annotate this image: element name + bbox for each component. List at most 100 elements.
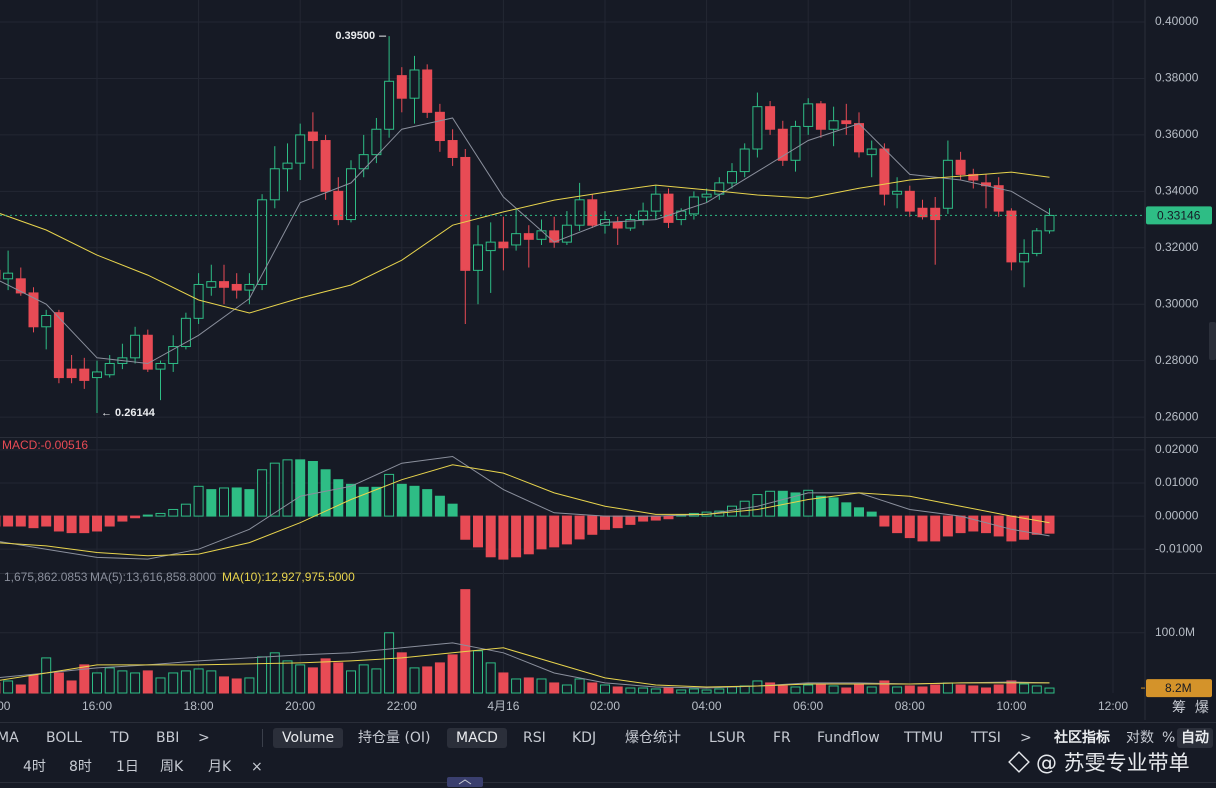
macd-bar — [930, 515, 941, 542]
macd-bar — [1019, 515, 1030, 540]
x-tick-label: 4月16 — [487, 699, 519, 713]
candle-body — [28, 292, 39, 328]
indicator-tab[interactable]: LSUR — [709, 730, 746, 746]
candle-body — [930, 207, 941, 221]
candle-body — [130, 334, 141, 359]
volume-bar — [727, 686, 737, 694]
candle-body — [561, 224, 572, 243]
x-tick-label: 18:00 — [184, 699, 214, 713]
indicator-tab[interactable]: KDJ — [572, 730, 597, 746]
indicator-tab[interactable]: BOLL — [46, 730, 82, 746]
volume-bar — [955, 684, 966, 694]
period-tab[interactable]: 4时 — [23, 759, 46, 775]
candle-body — [460, 156, 471, 271]
volume-bar — [231, 678, 242, 694]
candle-body — [307, 131, 318, 142]
candle-body — [409, 69, 420, 99]
volume-bar — [422, 666, 433, 694]
indicator-tab[interactable]: BBI — [156, 730, 180, 746]
indicator-tab[interactable]: Fundflow — [817, 730, 880, 746]
macd-bar — [269, 462, 280, 517]
indicator-line — [0, 464, 1050, 557]
volume-bar — [117, 670, 128, 694]
scale-option[interactable]: % — [1162, 730, 1176, 746]
macd-bar — [333, 479, 344, 517]
side-tab[interactable] — [1209, 322, 1216, 360]
macd-bar — [815, 495, 826, 517]
candle-body — [866, 148, 877, 156]
macd-label: MACD:-0.00516 — [2, 438, 88, 452]
macd-bar — [866, 511, 877, 517]
macd-bar — [460, 515, 471, 540]
candle-body — [815, 103, 826, 130]
indicator-tab[interactable]: RSI — [523, 730, 546, 746]
volume-bar — [269, 652, 280, 694]
indicator-tab[interactable]: 持仓量 (OI) — [358, 730, 431, 746]
period-tab[interactable]: 月K — [208, 759, 232, 775]
indicator-tab[interactable]: TTSI — [971, 730, 1001, 746]
community-indicators[interactable]: 社区指标 — [1054, 730, 1110, 746]
candle-body — [765, 106, 776, 130]
corner-text[interactable]: 爆 — [1194, 700, 1209, 716]
candle-body — [79, 368, 90, 381]
macd-bar — [1031, 515, 1042, 535]
indicator-tab[interactable]: TTMU — [904, 730, 944, 746]
corner-text[interactable]: 筹 — [1172, 700, 1186, 716]
candle-body — [269, 168, 280, 201]
candle-body — [523, 233, 534, 240]
watermark: @ 苏雯专业带单 — [1008, 750, 1190, 776]
period-tab[interactable]: 周K — [160, 759, 184, 775]
indicator-tab[interactable]: TD — [110, 730, 130, 746]
indicator-tab[interactable]: 爆仓统计 — [625, 730, 681, 746]
volume-bar — [180, 670, 191, 694]
x-tick-label: 10:00 — [996, 699, 1026, 713]
volume-bar — [917, 686, 928, 694]
candle-body — [879, 148, 890, 195]
scale-option[interactable]: 自动 — [1177, 728, 1213, 748]
macd-bar — [358, 486, 369, 517]
volume-header: MA(5):13,616,858.8000 — [90, 570, 216, 584]
volume-bar — [473, 650, 483, 694]
candle-body — [155, 362, 166, 370]
candle-body — [219, 281, 229, 288]
volume-bar — [536, 678, 547, 694]
period-tab[interactable]: 1日 — [116, 759, 139, 775]
volume-bar — [1006, 680, 1017, 694]
more-button[interactable]: > — [1020, 730, 1032, 746]
scale-option[interactable]: 对数 — [1126, 730, 1154, 746]
candle-body — [447, 140, 458, 158]
close-button[interactable]: × — [251, 759, 263, 775]
volume-bar — [53, 672, 64, 694]
macd-bar — [828, 497, 839, 517]
candle-body — [180, 317, 191, 348]
volume-header: MA(10):12,927,975.5000 — [222, 570, 355, 584]
y-tick-label: 0.30000 — [1155, 296, 1199, 310]
indicator-tab[interactable]: FR — [773, 730, 791, 746]
volume-bar — [1031, 685, 1042, 694]
candle-body — [206, 281, 217, 288]
period-tab[interactable]: 8时 — [69, 759, 92, 775]
axis-corner: 筹 爆 — [1172, 698, 1209, 718]
indicator-line — [0, 647, 1050, 688]
volume-bar — [587, 682, 598, 694]
y-tick-label: 0.02000 — [1155, 442, 1199, 456]
volume-bar — [396, 652, 407, 694]
candle-body — [15, 278, 26, 294]
indicator-line — [0, 171, 1050, 314]
macd-bar — [574, 515, 585, 540]
candle-body — [625, 219, 636, 229]
x-tick-label: 02:00 — [590, 699, 620, 713]
volume-bar — [549, 682, 560, 694]
more-button[interactable]: > — [198, 730, 210, 746]
macd-bar — [650, 515, 661, 521]
indicator-tab[interactable]: Volume — [273, 728, 344, 748]
expand-button[interactable] — [447, 777, 483, 787]
volume-bar — [600, 684, 610, 694]
macd-bar — [561, 515, 572, 545]
indicator-tab[interactable]: MACD — [447, 728, 507, 748]
indicator-tab[interactable]: MA — [0, 730, 19, 746]
volume-bar — [295, 664, 306, 694]
volume-bar — [561, 684, 572, 694]
volume-bar — [307, 667, 318, 694]
